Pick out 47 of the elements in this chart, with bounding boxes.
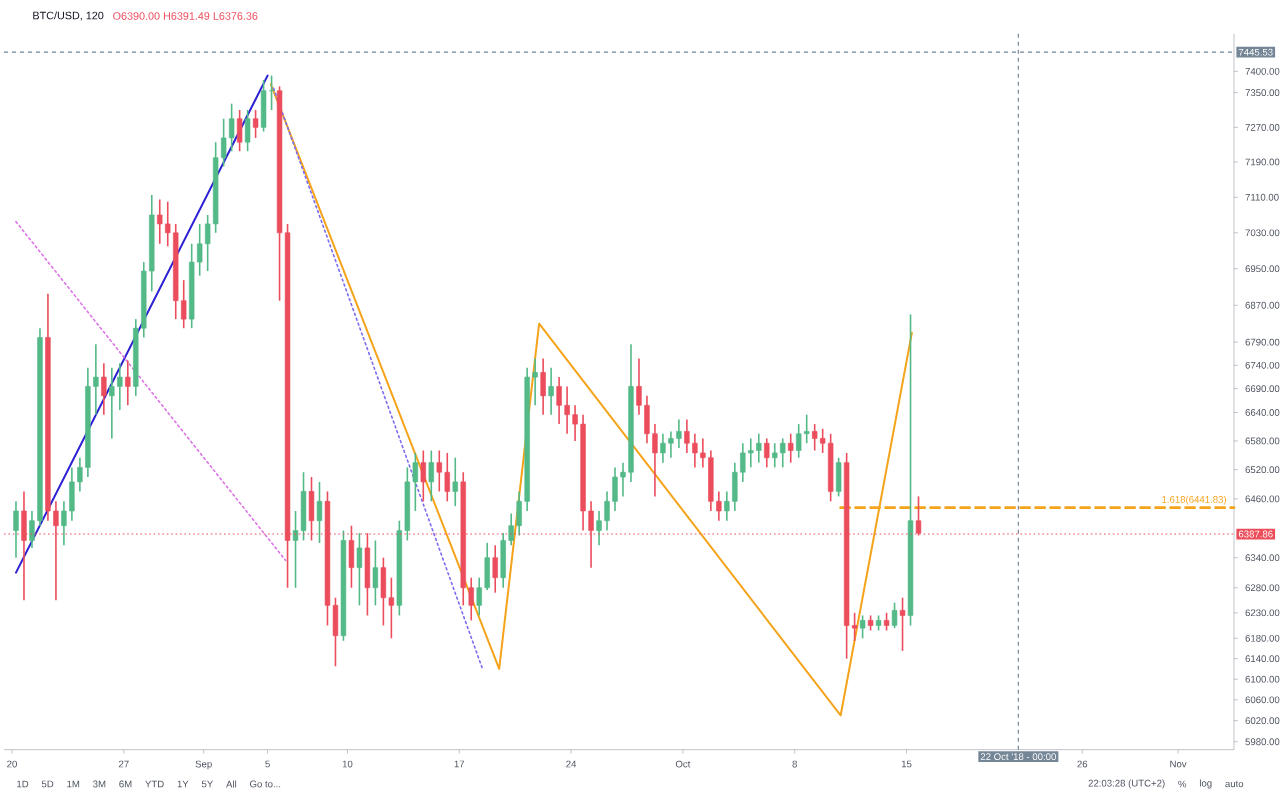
candlestick: [452, 456, 458, 507]
candlestick: [899, 596, 906, 652]
candlestick: [252, 109, 259, 139]
candlestick: [228, 102, 235, 153]
candlestick: [811, 423, 818, 452]
candlestick: [492, 544, 498, 594]
candlestick: [556, 376, 562, 425]
candlestick: [564, 385, 570, 435]
candlestick: [748, 437, 754, 469]
candlestick: [244, 109, 251, 153]
candlestick: [788, 432, 794, 464]
candlestick: [756, 432, 762, 464]
candlestick: [684, 418, 690, 454]
candlestick: [125, 359, 131, 407]
candlestick: [548, 366, 554, 416]
candlestick: [420, 449, 427, 503]
candlestick: [676, 418, 682, 449]
candlestick: [540, 357, 546, 416]
candlestick: [500, 532, 506, 589]
candlestick: [356, 532, 363, 607]
candlestick: [316, 481, 323, 544]
candlestick: [804, 413, 810, 445]
candlestick: [236, 109, 243, 153]
candlestick: [891, 601, 898, 629]
candlestick: [692, 432, 698, 469]
candlestick: [708, 449, 714, 512]
candlestick: [69, 466, 75, 522]
candlestick: [157, 198, 163, 245]
candlestick: [859, 614, 866, 640]
candlestick: [380, 556, 387, 627]
candlestick: [444, 452, 450, 503]
candlestick: [796, 423, 802, 459]
candlestick: [668, 430, 674, 459]
candlestick: [109, 366, 115, 440]
candlestick: [372, 539, 379, 607]
candlestick: [13, 500, 19, 559]
candlestick: [101, 362, 107, 416]
candlestick: [300, 471, 307, 542]
candlestick: [835, 456, 842, 498]
candlestick: [660, 432, 666, 464]
candlestick: [117, 362, 123, 411]
candlestick: [764, 437, 770, 469]
candlestick: [772, 442, 778, 469]
candlestick: [260, 79, 267, 133]
candlestick: [436, 449, 442, 493]
candlestick: [780, 437, 786, 469]
candlestick: [428, 449, 434, 503]
